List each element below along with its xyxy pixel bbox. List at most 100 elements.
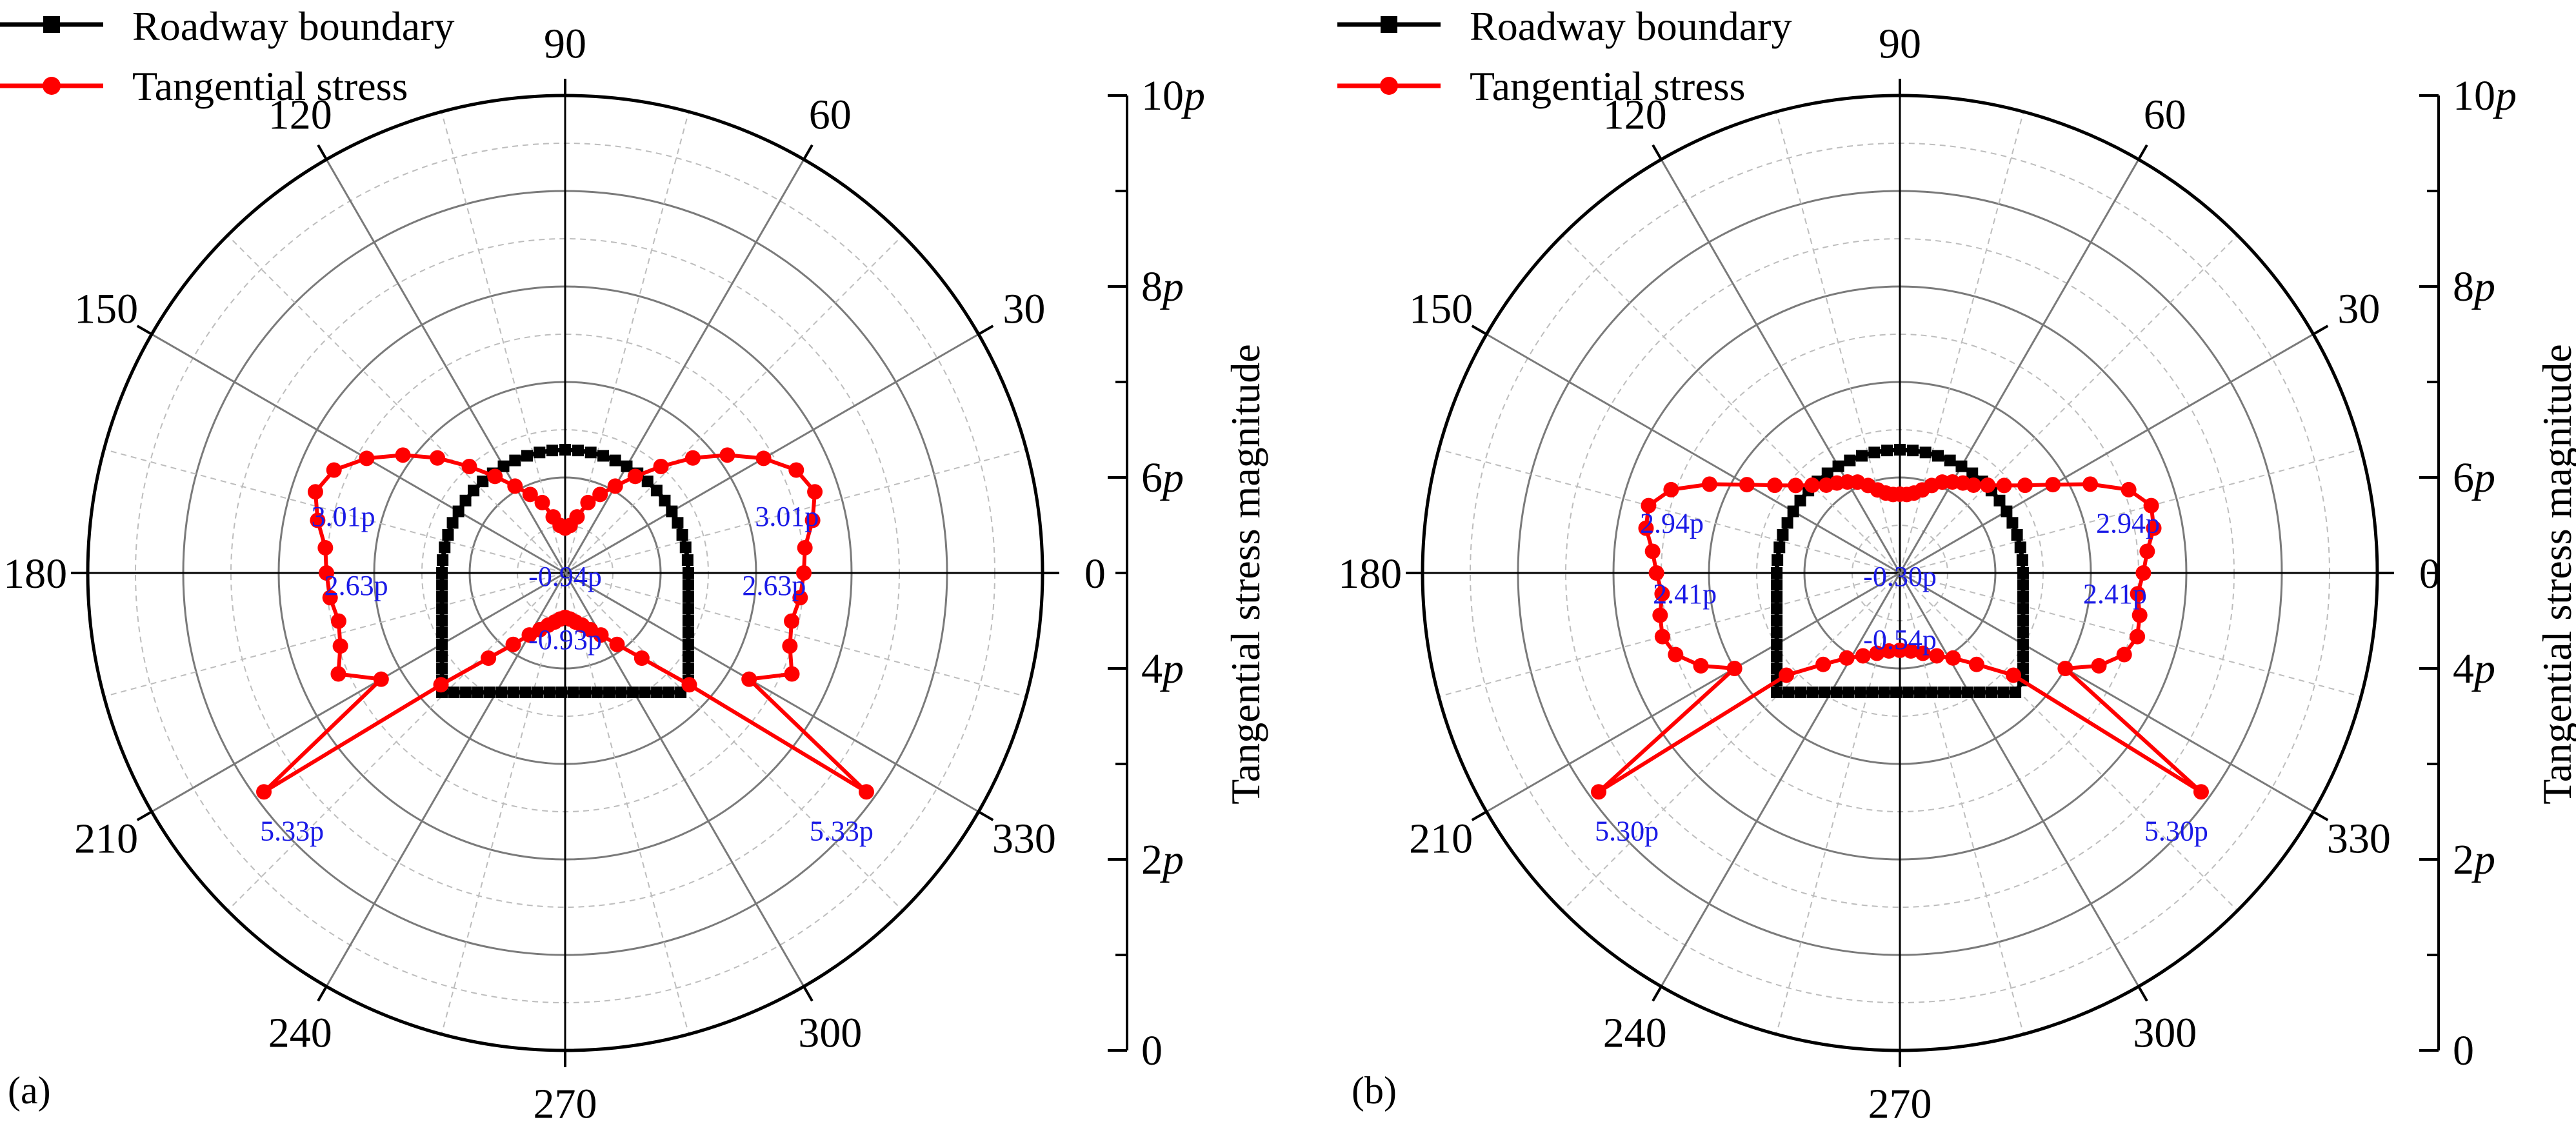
- roadway-boundary-marker: [519, 687, 532, 698]
- tangential-stress-marker: [2130, 628, 2146, 645]
- tangential-stress-marker: [310, 512, 326, 528]
- tangential-stress-marker: [580, 494, 596, 510]
- tangential-stress-marker: [1968, 656, 1984, 672]
- roadway-boundary-marker: [495, 687, 508, 698]
- roadway-boundary-marker: [2017, 650, 2029, 663]
- tangential-stress-marker: [1980, 477, 1996, 493]
- angle-tick: [317, 985, 328, 1002]
- tangential-stress-marker: [797, 539, 813, 556]
- grid-spoke: [1660, 159, 1901, 574]
- roadway-boundary-marker: [1832, 460, 1844, 472]
- roadway-boundary-marker: [639, 687, 651, 698]
- tangential-stress-marker: [507, 478, 523, 494]
- tangential-stress-marker: [2121, 481, 2137, 497]
- roadway-boundary-marker: [2014, 541, 2026, 554]
- tangential-stress-marker: [1668, 647, 1684, 663]
- roadway-boundary-marker: [1777, 529, 1789, 541]
- grid-spoke: [151, 572, 566, 813]
- panel-label: (b): [1352, 1069, 1397, 1112]
- tangential-stress-marker: [1815, 656, 1832, 672]
- roadway-boundary-marker: [1944, 454, 1956, 467]
- roadway-boundary-marker: [436, 567, 448, 579]
- roadway-boundary-marker: [603, 687, 615, 698]
- grid-spoke: [1660, 572, 1901, 987]
- roadway-boundary-marker: [682, 627, 694, 639]
- radial-tick-label: 8p: [2453, 263, 2495, 310]
- roadway-boundary-marker: [1771, 567, 1783, 579]
- roadway-boundary-marker: [1771, 579, 1783, 591]
- roadway-boundary-marker: [1794, 494, 1806, 507]
- angle-tick-label: 30: [1003, 285, 1045, 332]
- roadway-boundary-marker: [1819, 687, 1831, 698]
- stress-annotation: -0.54p: [1863, 624, 1937, 656]
- tangential-stress-marker: [1892, 642, 1908, 658]
- roadway-boundary-marker: [1868, 447, 1881, 459]
- roadway-boundary-marker: [2017, 579, 2029, 591]
- roadway-boundary-marker: [2017, 615, 2029, 627]
- tangential-stress-marker: [1663, 481, 1679, 497]
- tangential-stress-marker: [1996, 477, 2012, 494]
- angle-tick-label: 60: [2144, 92, 2186, 139]
- minor-grid-spoke: [227, 235, 566, 574]
- stress-annotation: -0.30p: [1863, 561, 1937, 592]
- legend-entry-tangential-stress: Tangential stress: [1337, 63, 1745, 109]
- tangential-stress-marker: [461, 459, 477, 475]
- angle-tick: [2312, 325, 2329, 336]
- series-tangential-stress: [1591, 474, 2209, 800]
- tangential-stress-marker: [592, 487, 608, 503]
- roadway-boundary-marker: [1771, 650, 1783, 663]
- roadway-boundary-marker: [567, 687, 579, 698]
- angle-tick-label: 0: [1084, 550, 1106, 597]
- roadway-boundary-marker: [1771, 591, 1783, 603]
- roadway-boundary-marker: [572, 445, 584, 457]
- grid-spoke: [325, 572, 566, 987]
- angle-tick-label: 330: [992, 816, 1056, 863]
- angle-tick: [136, 810, 153, 821]
- tangential-stress-marker: [1654, 586, 1670, 602]
- roadway-boundary-marker: [1919, 447, 1932, 459]
- roadway-boundary-marker: [468, 485, 480, 497]
- stress-annotation: 2.41p: [2083, 578, 2147, 610]
- tangential-stress-marker: [684, 450, 701, 466]
- legend-label: Roadway boundary: [1470, 3, 1792, 49]
- tangential-stress-marker: [1767, 477, 1783, 494]
- tangential-stress-marker: [307, 484, 323, 500]
- tangential-stress-marker: [1945, 650, 1961, 666]
- roadway-boundary-marker: [621, 460, 633, 472]
- stress-annotation: 5.33p: [810, 815, 874, 847]
- roadway-boundary-marker: [2010, 687, 2022, 698]
- minor-grid-spoke: [564, 111, 690, 574]
- roadway-boundary-marker: [1773, 541, 1786, 554]
- roadway-boundary-marker: [1890, 687, 1902, 698]
- tangential-stress-marker: [719, 447, 735, 463]
- grid-spoke: [325, 159, 566, 574]
- roadway-boundary-marker: [651, 687, 663, 698]
- roadway-boundary-marker: [1878, 687, 1890, 698]
- angle-tick-label: 210: [1409, 816, 1473, 863]
- radial-axis-title: Tangential stress magnitude: [2534, 344, 2576, 805]
- radial-unit: p: [2471, 645, 2495, 692]
- grid-spoke: [564, 572, 805, 987]
- roadway-boundary-marker: [1771, 639, 1783, 650]
- radial-axis-title: Tangential stress magnitude: [1223, 344, 1268, 805]
- stress-annotation: 5.30p: [1595, 815, 1659, 847]
- tangential-stress-marker: [653, 459, 669, 475]
- minor-grid-spoke: [1899, 572, 2024, 1035]
- angle-tick: [1652, 144, 1662, 161]
- minor-grid-spoke: [1899, 111, 2024, 574]
- radial-tick-label: 10p: [1141, 72, 1205, 119]
- roadway-boundary-marker: [509, 454, 521, 467]
- minor-grid-spoke: [1775, 111, 1901, 574]
- tangential-stress-marker: [1641, 497, 1657, 514]
- grid-spoke: [1899, 572, 2314, 813]
- roadway-boundary-marker: [1973, 687, 1986, 698]
- roadway-boundary-marker: [1772, 554, 1784, 567]
- tangential-stress-marker: [322, 590, 338, 606]
- roadway-boundary-marker: [1787, 505, 1799, 517]
- roadway-boundary-marker: [521, 450, 534, 462]
- tangential-stress-marker: [2057, 661, 2073, 676]
- tangential-stress-marker: [2005, 667, 2021, 683]
- series-roadway-boundary: [1771, 444, 2029, 698]
- roadway-boundary-marker: [452, 505, 464, 517]
- minor-grid-spoke: [441, 111, 566, 574]
